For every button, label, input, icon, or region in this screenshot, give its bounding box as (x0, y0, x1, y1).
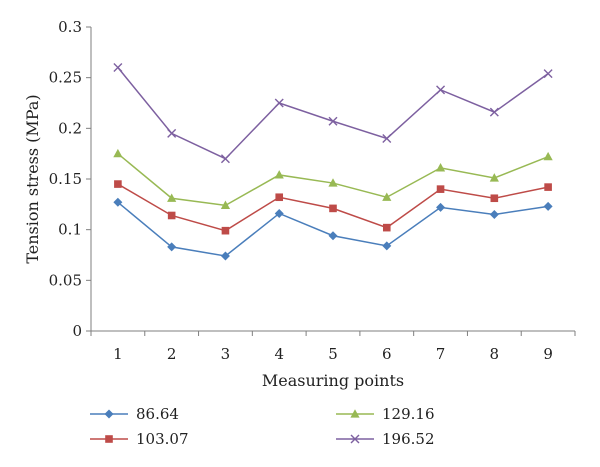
x-tick-label: 9 (543, 345, 553, 363)
data-point (220, 200, 231, 209)
data-point (489, 209, 499, 219)
y-tick-labels: 0 0.05 0.1 0.15 0.2 0.25 0.3 (49, 18, 82, 340)
data-point (382, 223, 391, 232)
x-axis-label: Measuring points (262, 371, 404, 390)
legend-label: 129.16 (382, 405, 435, 423)
x-tick-label: 6 (382, 345, 392, 363)
legend-marker (350, 434, 360, 444)
data-point (328, 231, 338, 241)
series-4 (113, 63, 553, 164)
data-point (436, 185, 445, 193)
legend-marker (104, 409, 114, 419)
series-group (113, 63, 553, 261)
data-point (490, 194, 499, 203)
x-tick-label: 8 (490, 345, 500, 363)
data-point (274, 170, 284, 179)
data-point (220, 154, 230, 164)
data-point (382, 241, 392, 251)
legend-item: 196.52 (336, 430, 435, 448)
data-point (436, 85, 446, 95)
data-point (543, 69, 553, 79)
legend-marker (105, 435, 113, 443)
data-point (167, 128, 177, 138)
legend-item: 86.64 (90, 405, 179, 423)
series-2 (114, 180, 552, 235)
y-tick-label: 0.3 (58, 18, 82, 36)
axes (86, 26, 576, 336)
data-point (221, 226, 230, 235)
data-point (113, 197, 123, 207)
legend-label: 103.07 (136, 430, 189, 448)
data-point (275, 193, 284, 202)
data-point (274, 98, 284, 108)
data-point (274, 208, 284, 218)
data-point (544, 183, 552, 191)
data-point (167, 242, 177, 252)
data-point (436, 202, 446, 212)
series-1 (113, 197, 553, 261)
y-tick-label: 0.15 (49, 170, 82, 188)
legend-item: 129.16 (336, 405, 435, 423)
data-point (435, 163, 446, 172)
y-tick-label: 0.2 (58, 119, 82, 137)
data-point (329, 204, 337, 213)
x-tick-label: 3 (221, 345, 231, 363)
data-point (543, 201, 553, 211)
data-point (382, 192, 392, 201)
legend-label: 196.52 (382, 430, 435, 448)
legend: 86.64 103.07 129.16 196.52 (90, 405, 435, 448)
x-tick-label: 4 (274, 345, 284, 363)
x-tick-label: 7 (436, 345, 446, 363)
x-tick-label: 5 (328, 345, 338, 363)
y-tick-label: 0.1 (58, 221, 82, 239)
data-point (382, 133, 392, 143)
data-point (114, 180, 122, 188)
data-point (167, 211, 176, 220)
legend-marker (350, 409, 360, 418)
series-line (117, 67, 549, 160)
legend-item: 103.07 (90, 430, 189, 448)
y-tick-label: 0.05 (49, 271, 82, 289)
y-tick-label: 0 (72, 322, 82, 340)
x-tick-label: 1 (113, 345, 123, 363)
x-tick-labels: 1 2 3 4 5 6 7 8 9 (113, 345, 553, 363)
data-point (167, 193, 177, 202)
x-tick-label: 2 (167, 345, 177, 363)
data-point (489, 173, 499, 182)
data-point (113, 148, 123, 158)
data-point (220, 251, 230, 261)
data-point (489, 107, 499, 117)
data-point (328, 116, 338, 126)
y-axis-label: Tension stress (MPa) (23, 94, 42, 263)
data-point (328, 178, 338, 187)
legend-label: 86.64 (136, 405, 179, 423)
data-point (543, 151, 553, 161)
data-point (113, 63, 123, 73)
y-tick-label: 0.25 (49, 69, 82, 87)
series-3 (113, 148, 553, 209)
